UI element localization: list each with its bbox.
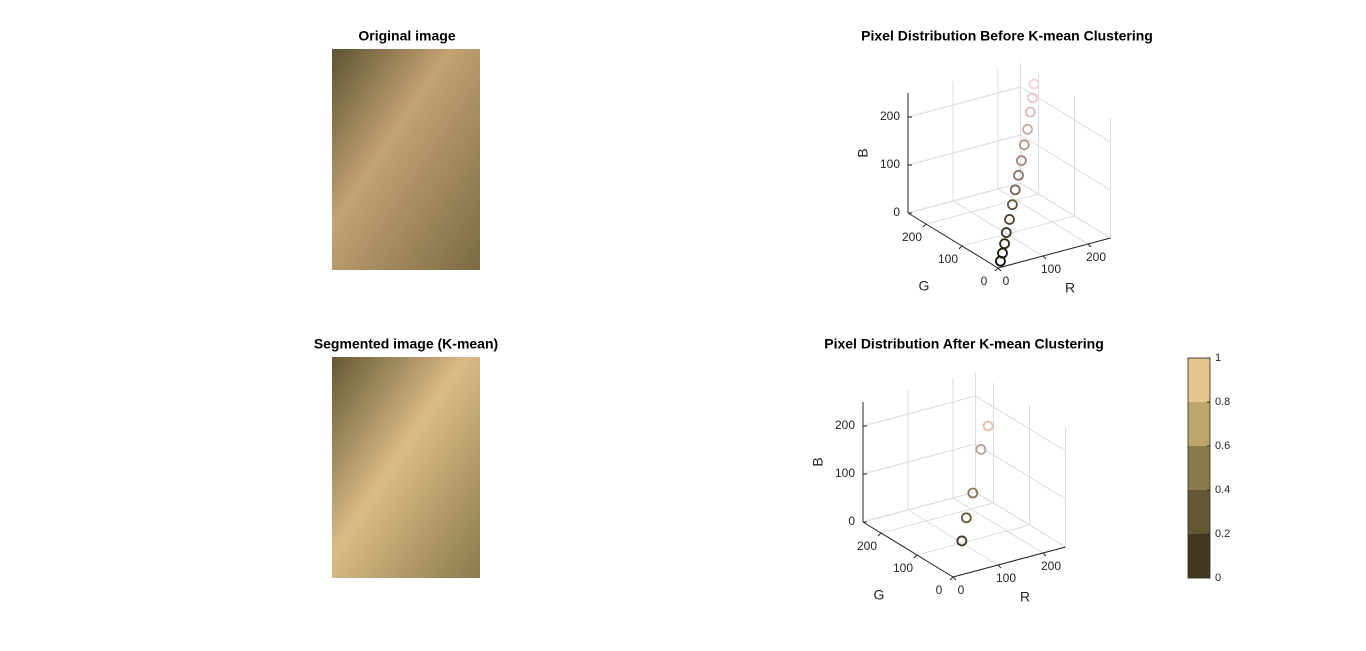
x-tick <box>1042 255 1047 260</box>
y-axis-label: G <box>874 587 885 603</box>
y-tick <box>922 223 927 228</box>
y-tick-label: 0 <box>981 274 988 288</box>
y-axis <box>907 212 999 269</box>
data-point <box>982 420 994 432</box>
data-point <box>1000 227 1012 238</box>
x-tick-label: 0 <box>958 583 965 597</box>
box-edge <box>907 63 1111 239</box>
y-tick <box>958 245 963 250</box>
colorbar-tick-label: 0.8 <box>1215 396 1230 408</box>
y-tick <box>877 532 882 537</box>
image <box>332 49 480 270</box>
z-axis-label: B <box>855 148 871 157</box>
chart-title: Original image <box>358 28 455 44</box>
data-point <box>1007 199 1018 211</box>
x-tick <box>1087 243 1092 248</box>
z-tick-label: 200 <box>880 109 900 123</box>
z-tick-label: 200 <box>835 418 855 432</box>
colorbar-tick-label: 0 <box>1215 572 1221 584</box>
z-tick-label: 100 <box>880 157 900 171</box>
y-tick-label: 100 <box>893 561 913 575</box>
y-tick <box>994 267 999 272</box>
colorbar-tick-label: 0.2 <box>1215 528 1230 540</box>
data-point <box>967 487 979 499</box>
z-tick-label: 100 <box>835 466 855 480</box>
data-point <box>1027 92 1038 104</box>
x-tick-label: 200 <box>1041 559 1061 573</box>
chart-title: Pixel Distribution Before K-mean Cluster… <box>861 28 1153 44</box>
colorbar-segment <box>1188 358 1210 402</box>
x-tick-label: 100 <box>1041 262 1061 276</box>
z-axis-label: B <box>810 457 826 466</box>
data-point <box>1025 106 1036 118</box>
data-point <box>1004 214 1015 225</box>
data-point <box>1028 78 1040 90</box>
colorbar-frame <box>1187 357 1211 579</box>
x-axis-label: R <box>1065 280 1075 296</box>
data-point <box>1009 184 1021 196</box>
colorbar-segment <box>1188 490 1210 534</box>
y-tick-label: 100 <box>938 252 958 266</box>
x-axis <box>952 546 1066 578</box>
y-axis-label: G <box>919 278 930 294</box>
chart-title: Pixel Distribution After K-mean Clusteri… <box>824 336 1104 352</box>
colorbar-tick-label: 0.6 <box>1215 440 1230 452</box>
x-tick-label: 0 <box>1003 274 1010 288</box>
x-axis <box>997 237 1111 269</box>
x-tick-label: 200 <box>1086 250 1106 264</box>
y-tick-label: 0 <box>936 583 943 597</box>
data-point <box>956 535 968 547</box>
x-axis-label: R <box>1020 589 1030 605</box>
data-point <box>1013 169 1024 181</box>
y-tick-label: 200 <box>857 539 877 553</box>
data-point <box>960 512 972 524</box>
x-tick <box>997 564 1002 569</box>
data-point <box>1022 123 1033 135</box>
data-point <box>975 443 987 455</box>
data-point <box>999 238 1010 250</box>
x-tick <box>1042 552 1047 557</box>
y-tick <box>913 554 918 559</box>
x-tick-label: 100 <box>996 571 1016 585</box>
colorbar-tick-label: 1 <box>1215 352 1221 364</box>
x-tick <box>952 576 957 581</box>
y-axis <box>862 521 954 578</box>
chart-title: Segmented image (K-mean) <box>314 336 498 352</box>
z-tick-label: 0 <box>893 205 900 219</box>
data-point <box>1018 139 1030 151</box>
y-tick-label: 200 <box>902 230 922 244</box>
image <box>332 357 480 578</box>
z-tick-label: 0 <box>848 514 855 528</box>
y-tick <box>949 576 954 581</box>
colorbar-tick-label: 0.4 <box>1215 484 1230 496</box>
data-point <box>1016 155 1027 166</box>
box-edge <box>862 372 1066 548</box>
colorbar-segment <box>1188 534 1210 578</box>
x-tick <box>997 267 1002 272</box>
colorbar-segment <box>1188 446 1210 490</box>
colorbar-segment <box>1188 402 1210 446</box>
